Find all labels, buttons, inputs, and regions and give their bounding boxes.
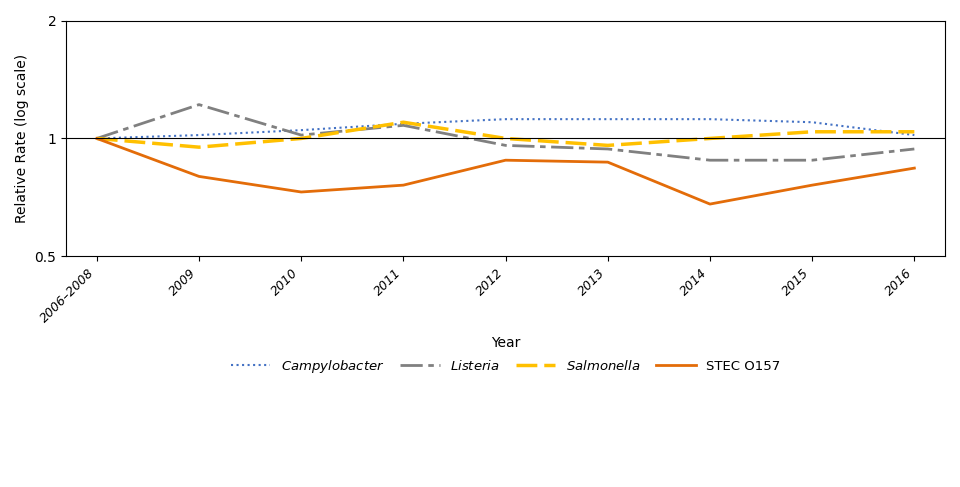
X-axis label: Year: Year: [491, 336, 520, 350]
Y-axis label: Relative Rate (log scale): Relative Rate (log scale): [15, 54, 29, 223]
Legend: $\it{Campylobacter}$, $\it{Listeria}$, $\it{Salmonella}$, STEC O157: $\it{Campylobacter}$, $\it{Listeria}$, $…: [226, 353, 786, 380]
